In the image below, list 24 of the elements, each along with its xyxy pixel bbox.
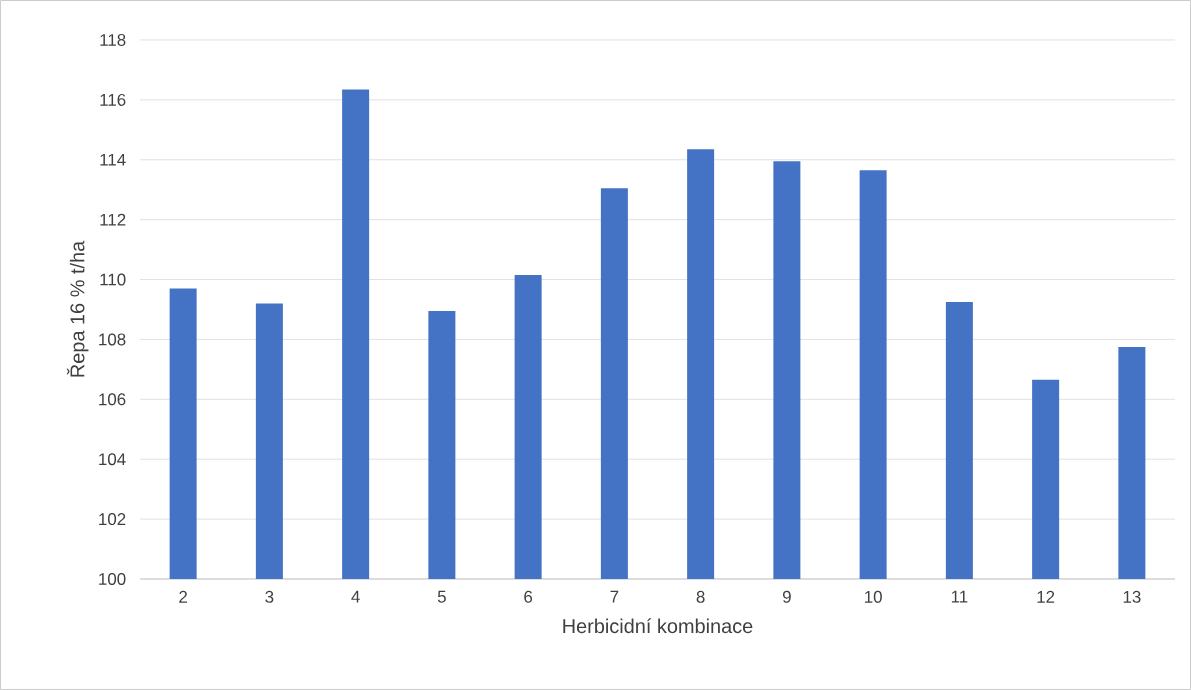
x-tick-label: 8 (696, 590, 705, 603)
x-tick-label: 9 (782, 590, 791, 603)
y-tick-label: 104 (99, 453, 126, 466)
y-tick-label: 110 (100, 273, 126, 286)
y-tick-label: 100 (99, 572, 126, 585)
x-tick-label: 11 (951, 590, 968, 603)
x-tick-label: 10 (865, 590, 882, 603)
x-tick-label: 3 (265, 590, 274, 603)
x-tick-label: 2 (179, 590, 187, 603)
y-tick-label: 106 (99, 393, 126, 406)
y-axis-title: Řepa 16 % t/ha (66, 240, 89, 377)
x-tick-label: 13 (1123, 590, 1141, 603)
y-tick-label: 114 (100, 153, 126, 166)
x-tick-label: 6 (524, 590, 533, 603)
y-tick-label: 118 (100, 33, 126, 46)
y-tick-label: 116 (100, 93, 126, 106)
y-tick-label: 112 (100, 213, 126, 226)
x-axis-title: Herbicidní kombinace (563, 618, 753, 634)
x-tick-label: 12 (1037, 590, 1055, 603)
y-tick-label: 108 (99, 333, 126, 346)
x-tick-label: 4 (351, 590, 360, 603)
x-tick-label: 5 (437, 590, 446, 603)
y-tick-label: 102 (99, 513, 126, 526)
x-tick-label: 7 (610, 590, 619, 603)
